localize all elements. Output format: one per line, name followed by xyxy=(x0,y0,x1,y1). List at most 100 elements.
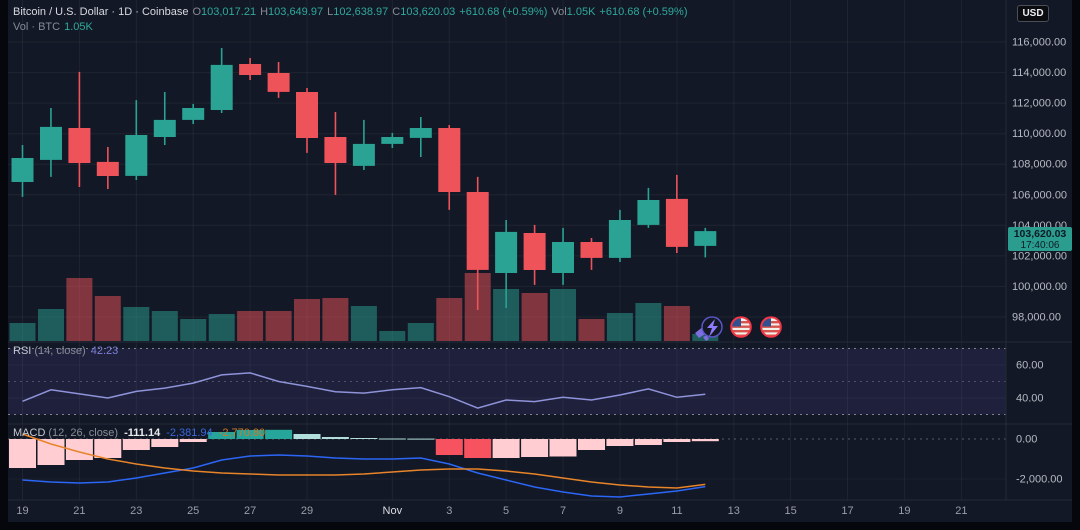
macd-histogram-bar xyxy=(236,430,264,439)
volume-bar xyxy=(94,296,121,341)
volume-bar xyxy=(635,303,662,341)
candle xyxy=(182,108,205,120)
bottom-edge-strip xyxy=(0,522,1080,530)
rsi-line xyxy=(22,372,706,409)
macd-histogram-bar xyxy=(464,439,492,458)
svg-text:112,000.00: 112,000.00 xyxy=(1012,98,1066,110)
macd-title[interactable]: MACD xyxy=(13,427,46,439)
volume-bar xyxy=(151,311,178,341)
macd-signal-value: -2,770.80 xyxy=(218,427,266,439)
candle xyxy=(153,119,176,137)
svg-text:108,000.00: 108,000.00 xyxy=(1012,159,1067,171)
svg-text:15: 15 xyxy=(784,505,796,517)
right-edge-strip xyxy=(1072,0,1080,530)
candle xyxy=(352,143,375,166)
candle xyxy=(637,200,660,225)
currency-toggle-button[interactable]: USD xyxy=(1017,5,1049,22)
macd-histogram xyxy=(9,429,719,468)
macd-histogram-bar xyxy=(321,437,349,439)
rsi-title[interactable]: RSI xyxy=(13,345,32,357)
candle xyxy=(40,126,62,160)
rsi-band xyxy=(8,348,1006,415)
change-value-repeat: +610.68 (+0.59%) xyxy=(599,6,688,18)
svg-text:21: 21 xyxy=(955,505,967,517)
macd-histogram-bar xyxy=(293,434,321,439)
candle xyxy=(523,233,546,270)
svg-text:102,000.00: 102,000.00 xyxy=(1012,250,1067,262)
volume-bars xyxy=(9,273,719,341)
candle xyxy=(438,128,461,192)
rsi-params: (14, close) xyxy=(34,345,86,357)
candle xyxy=(239,64,262,75)
volume-bar xyxy=(237,311,264,341)
volume-study-legend[interactable]: Vol · BTC 1.05K xyxy=(13,21,93,33)
macd-histogram-bar xyxy=(94,439,122,458)
macd-histogram-bar xyxy=(179,439,207,442)
svg-text:7: 7 xyxy=(560,505,566,517)
svg-text:19: 19 xyxy=(16,505,28,517)
volume-bar xyxy=(379,331,406,341)
close-value: 103,620.03 xyxy=(400,6,456,18)
price-axis[interactable]: 116,000.00 114,000.00 112,000.00 110,000.00… xyxy=(1012,37,1067,486)
lightning-bolt-icon xyxy=(707,319,718,337)
volume-bar xyxy=(180,319,207,341)
high-value: 103,649.97 xyxy=(268,6,324,18)
candle xyxy=(466,192,489,270)
macd-histogram-bar xyxy=(663,439,691,442)
candle xyxy=(580,242,603,258)
macd-histogram-bar xyxy=(578,439,605,450)
symbol-header[interactable]: Bitcoin / U.S. Dollar · 1D · Coinbase O10… xyxy=(13,6,692,18)
us-flag-event-icon[interactable] xyxy=(730,316,752,338)
macd-histogram-bar xyxy=(9,439,36,468)
svg-text:13: 13 xyxy=(728,505,740,517)
volume-bar xyxy=(606,313,633,341)
macd-histogram-bar xyxy=(521,439,549,457)
candle xyxy=(495,231,518,273)
svg-text:116,000.00: 116,000.00 xyxy=(1012,37,1066,49)
volume-bar xyxy=(294,299,320,341)
candle xyxy=(210,64,233,110)
macd-histogram-bar xyxy=(492,439,520,458)
macd-histogram-bar xyxy=(378,438,406,440)
macd-histogram-bar xyxy=(407,438,435,440)
svg-text:114,000.00: 114,000.00 xyxy=(1012,67,1066,79)
candle xyxy=(665,198,688,247)
candles xyxy=(11,48,717,310)
us-flag-event-icon[interactable] xyxy=(760,316,782,338)
volume-bar xyxy=(436,298,463,341)
time-axis[interactable]: 19 21 23 25 27 29 Nov 3 5 7 9 11 13 15 17 19 21 xyxy=(16,505,967,517)
svg-text:40.00: 40.00 xyxy=(1016,393,1044,405)
svg-text:3: 3 xyxy=(446,505,452,517)
candle xyxy=(324,137,347,163)
svg-text:29: 29 xyxy=(301,505,313,517)
volume-bar xyxy=(350,306,377,341)
change-value: +610.68 (+0.59%) xyxy=(459,6,548,18)
macd-histogram-bar xyxy=(151,439,179,447)
macd-histogram-bar xyxy=(65,439,93,460)
svg-text:98,000.00: 98,000.00 xyxy=(1012,312,1061,324)
svg-text:0.00: 0.00 xyxy=(1016,434,1037,446)
event-icons[interactable] xyxy=(695,316,782,341)
svg-text:-2,000.00: -2,000.00 xyxy=(1016,474,1062,486)
symbol-title[interactable]: Bitcoin / U.S. Dollar · 1D · Coinbase xyxy=(13,6,189,18)
candle xyxy=(296,92,318,138)
volume-study-label: Vol · BTC xyxy=(13,21,61,33)
macd-hist-value: -111.14 xyxy=(124,427,161,439)
macd-histogram-bar xyxy=(37,439,65,465)
left-edge-strip xyxy=(0,0,8,530)
macd-legend[interactable]: MACD (12, 26, close) -111.14 -2,381.94 -2,77… xyxy=(13,427,265,439)
rsi-legend[interactable]: RSI (14, close) 42.23 xyxy=(13,345,118,357)
svg-text:9: 9 xyxy=(617,505,623,517)
candle xyxy=(694,231,717,246)
low-label: L xyxy=(327,6,334,18)
macd-params: (12, 26, close) xyxy=(48,427,119,439)
macd-histogram-bar xyxy=(265,429,293,439)
svg-text:106,000.00: 106,000.00 xyxy=(1012,189,1067,201)
volume-bar xyxy=(208,314,235,341)
low-value: 102,638.97 xyxy=(333,6,389,18)
candle xyxy=(96,161,119,176)
svg-text:110,000.00: 110,000.00 xyxy=(1012,128,1066,140)
volume-bar xyxy=(123,307,150,341)
